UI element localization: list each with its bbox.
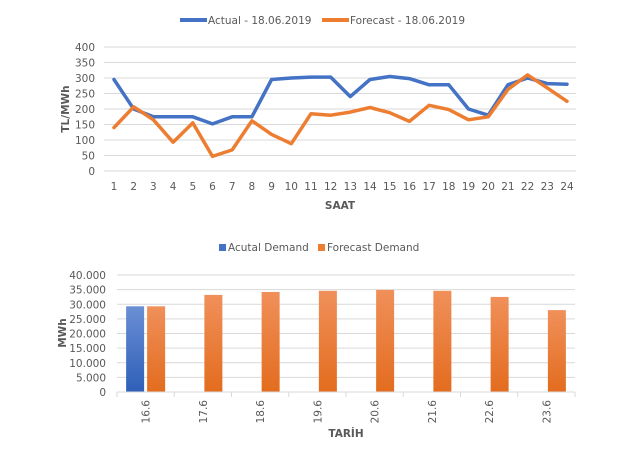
bar-forecast-demand — [147, 306, 166, 392]
x-tick-label: 19.6 — [312, 400, 324, 424]
bars — [126, 289, 566, 392]
x-tick-label: 19 — [462, 181, 475, 193]
y-tick-label: 300 — [75, 73, 95, 85]
y-tick-label: 200 — [75, 104, 95, 116]
y-tick-label: 30.000 — [69, 299, 106, 311]
x-tick-label: 13 — [344, 181, 357, 193]
x-tick-label: 1 — [111, 181, 118, 193]
x-tick-label: 7 — [229, 181, 236, 193]
x-tick-label: 14 — [363, 181, 377, 193]
x-tick-label: 17.6 — [198, 400, 210, 424]
bar-forecast-demand — [547, 310, 566, 392]
y-tick-label: 20.000 — [69, 329, 106, 341]
x-tick-label: 10 — [285, 181, 298, 193]
y-axis-title: MWh — [57, 318, 69, 348]
bar-forecast-demand — [204, 294, 223, 392]
y-tick-label: 40.000 — [69, 270, 106, 282]
y-tick-label: 35.000 — [69, 285, 106, 297]
x-tick-label: 18 — [442, 181, 455, 193]
x-tick-label: 23 — [541, 181, 554, 193]
bar-chart-legend: Acutal Demand Forecast Demand — [219, 242, 419, 254]
series-line-forecast — [112, 73, 569, 159]
y-tick-label: 100 — [75, 135, 95, 147]
y-tick-label: 350 — [75, 58, 95, 70]
x-tick-label: 17 — [422, 181, 435, 193]
x-tick-labels: 16.6 17.6 18.6 19.6 20.6 21.6 22.6 23.6 — [141, 400, 554, 424]
x-tick-label: 4 — [170, 181, 177, 193]
y-tick-labels: 0 5.000 10.000 15.000 20.000 25.000 30.000 35.0… — [69, 270, 106, 399]
line-chart-legend: Actual - 18.06.2019 Forecast - 18.06.201… — [180, 15, 465, 27]
x-tick-label: 20.6 — [370, 400, 382, 424]
legend-swatch-actual-demand — [219, 244, 226, 251]
x-tick-label: 11 — [304, 181, 317, 193]
y-tick-label: 0 — [99, 387, 106, 399]
x-tick-label: 21.6 — [427, 400, 439, 424]
bar-forecast-demand — [490, 296, 509, 392]
legend-swatch-forecast-demand — [318, 244, 325, 251]
x-tick-label: 20 — [482, 181, 495, 193]
y-tick-label: 250 — [75, 89, 95, 101]
x-tick-label: 6 — [209, 181, 216, 193]
y-tick-label: 0 — [88, 166, 95, 178]
x-tick-label: 16.6 — [141, 400, 153, 424]
x-axis-title: SAAT — [325, 200, 356, 212]
y-tick-label: 50 — [82, 151, 95, 163]
legend-label-forecast-demand: Forecast Demand — [327, 242, 419, 254]
y-tick-label: 5.000 — [76, 372, 106, 384]
bar-forecast-demand — [261, 291, 280, 392]
bar-forecast-demand — [376, 289, 395, 392]
y-gridlines — [104, 46, 576, 172]
y-tick-labels: 0 50 100 150 200 250 300 350 400 — [75, 42, 95, 178]
x-tick-labels: 1 2 3 4 5 6 7 8 9 10 11 12 13 14 15 16 17 18 19 20 21 22 23 24 — [111, 181, 574, 193]
x-tick-label: 2 — [130, 181, 137, 193]
bar-chart: Acutal Demand Forecast Demand 0 5.000 10.0… — [57, 242, 576, 440]
x-tick-label: 15 — [383, 181, 396, 193]
y-tick-label: 15.000 — [69, 343, 106, 355]
legend-label-actual-demand: Acutal Demand — [228, 242, 309, 254]
x-axis — [116, 391, 576, 397]
x-tick-label: 8 — [249, 181, 256, 193]
y-tick-label: 150 — [75, 120, 95, 132]
x-tick-label: 3 — [150, 181, 157, 193]
x-tick-label: 9 — [268, 181, 275, 193]
x-tick-label: 18.6 — [255, 400, 267, 424]
y-axis-title: TL/MWh — [60, 85, 72, 132]
line-chart: Actual - 18.06.2019 Forecast - 18.06.201… — [60, 15, 576, 212]
x-tick-label: 21 — [501, 181, 514, 193]
y-tick-label: 400 — [75, 42, 95, 54]
x-axis-title: TARİH — [328, 426, 363, 440]
x-tick-label: 22.6 — [484, 400, 496, 424]
x-tick-label: 12 — [324, 181, 337, 193]
x-tick-label: 16 — [403, 181, 417, 193]
series-lines — [112, 73, 569, 159]
x-tick-label: 22 — [521, 181, 534, 193]
y-tick-label: 10.000 — [69, 358, 106, 370]
bar-forecast-demand — [318, 290, 337, 392]
legend-label-actual: Actual - 18.06.2019 — [208, 15, 311, 27]
bar-actual-demand — [126, 306, 145, 392]
bar-forecast-demand — [433, 290, 452, 392]
x-tick-label: 23.6 — [541, 400, 553, 424]
legend-label-forecast: Forecast - 18.06.2019 — [350, 15, 465, 27]
y-tick-label: 25.000 — [69, 314, 106, 326]
x-tick-label: 5 — [189, 181, 196, 193]
x-tick-label: 24 — [560, 181, 574, 193]
